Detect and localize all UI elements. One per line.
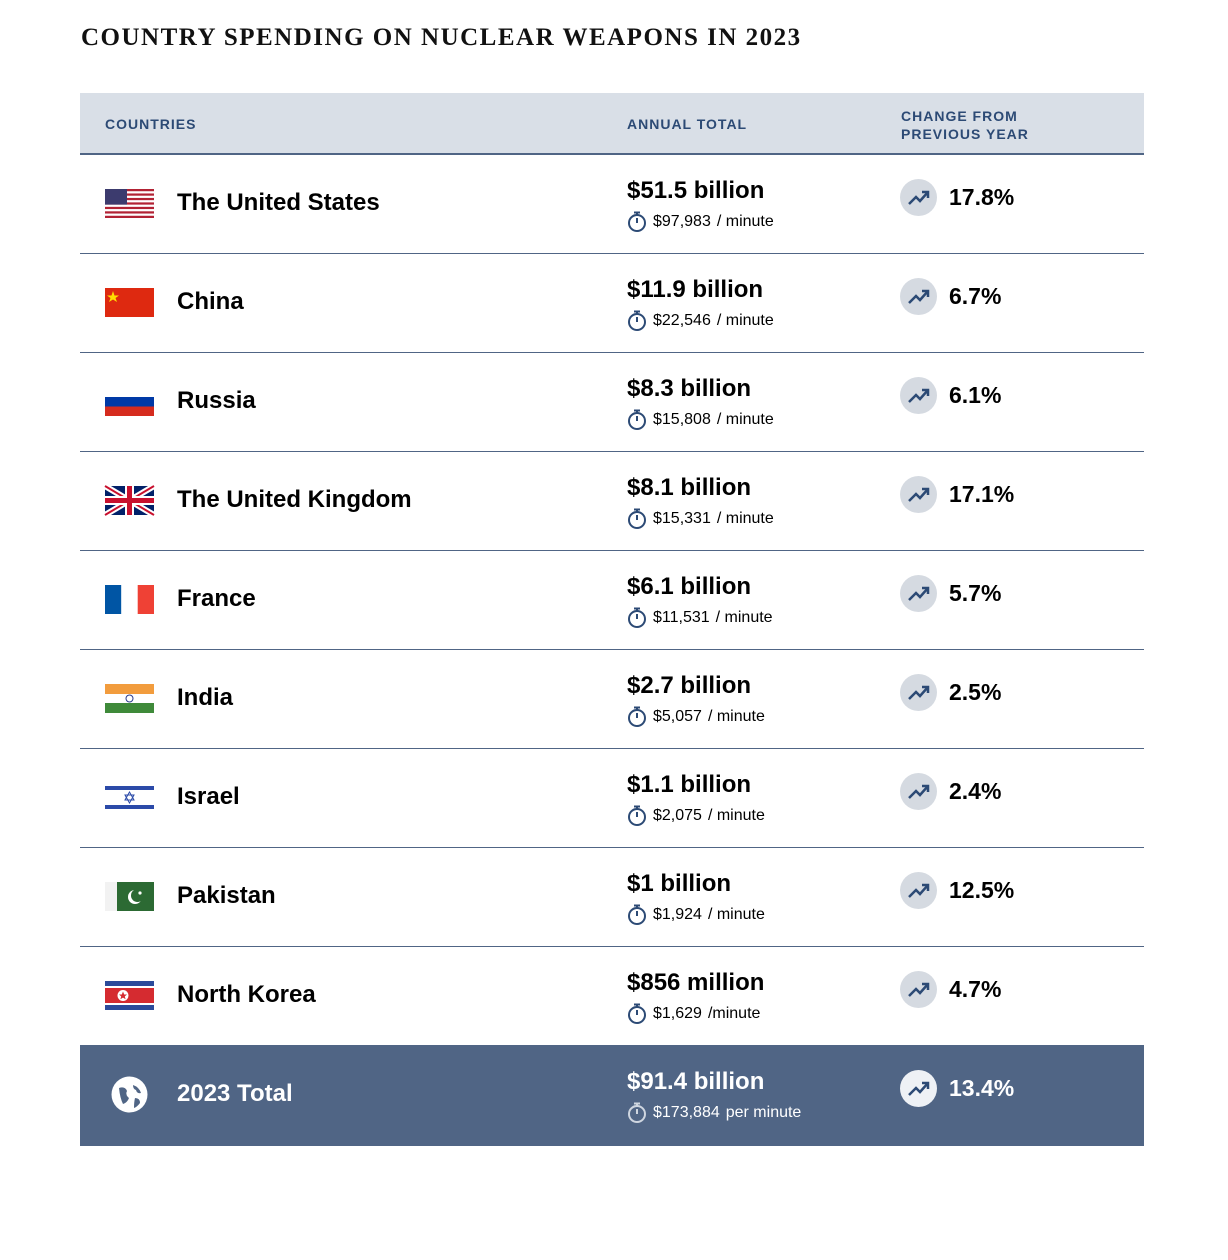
change: 4.7% [900,971,1001,1008]
table-header: COUNTRIES ANNUAL TOTAL CHANGE FROM PREVI… [80,93,1144,155]
change-value: 4.7% [949,976,1002,1002]
per-minute-amount: $5,057 [653,708,702,725]
per-minute-amount: $2,075 [653,807,702,824]
per-minute-amount: $173,884 [653,1104,720,1121]
change: 17.8% [900,179,1014,216]
total-row: 2023 Total $91.4 billion $173,884 per minut… [80,1046,1144,1146]
country-name: Israel [177,783,240,810]
per-minute: $97,983 / minute [627,211,774,233]
flag [105,189,154,218]
annual-total: $1.1 billion [627,771,752,798]
annual-total: $8.1 billion [627,474,752,501]
per-minute-amount: $1,924 [653,906,702,923]
annual-total: $1 billion [627,870,732,897]
annual-total: $51.5 billion [627,177,765,204]
table: COUNTRIES ANNUAL TOTAL CHANGE FROM PREVI… [80,93,1144,1146]
flag [105,783,154,812]
change: 2.5% [900,674,1001,711]
table-row: The United Kingdom $8.1 billion $15,331 / m… [80,452,1144,551]
flag [105,684,154,713]
annual-total: $2.7 billion [627,672,752,699]
per-minute-unit: / minute [716,312,774,329]
change-value: 5.7% [949,580,1002,606]
change-value: 17.8% [949,184,1015,210]
per-minute: $15,808 / minute [627,409,774,431]
change-value: 2.5% [949,679,1002,705]
per-minute-unit: / minute [715,609,773,626]
title: COUNTRY SPENDING ON NUCLEAR WEAPONS IN 2… [81,24,802,51]
table-row: India $2.7 billion $5,057 / minute 2.5% [80,650,1144,749]
change: 5.7% [900,575,1001,612]
per-minute: $15,331 / minute [627,508,774,530]
flag [105,882,154,911]
annual-total: $8.3 billion [627,375,752,402]
per-minute: $1,924 / minute [627,904,765,926]
country-name: China [177,288,244,315]
per-minute-unit: per minute [725,1104,802,1121]
flag [105,288,154,317]
table-row: Israel $1.1 billion $2,075 / minute 2.4% [80,749,1144,848]
change-value: 13.4% [949,1075,1015,1101]
flag [105,387,154,416]
change: 17.1% [900,476,1014,513]
flag [105,585,154,614]
per-minute: $22,546 / minute [627,310,774,332]
per-minute-amount: $15,331 [653,510,711,527]
annual-total: $11.9 billion [627,276,764,303]
country-name: The United States [177,189,380,216]
change-value: 2.4% [949,778,1002,804]
globe-icon [111,1076,148,1113]
per-minute-amount: $22,546 [653,312,711,329]
per-minute-unit: / minute [716,213,774,230]
flag [105,981,154,1010]
per-minute-amount: $97,983 [653,213,711,230]
change-value: 6.1% [949,382,1002,408]
per-minute-unit: /minute [707,1005,761,1022]
change-value: 6.7% [949,283,1002,309]
country-name: Pakistan [177,882,276,909]
header-cell: ANNUAL TOTAL [627,116,748,132]
change-value: 12.5% [949,877,1015,903]
per-minute-unit: / minute [716,510,774,527]
annual-total: $91.4 billion [627,1068,765,1095]
per-minute-amount: $15,808 [653,411,711,428]
annual-total: $856 million [627,969,765,996]
per-minute-unit: / minute [716,411,774,428]
annual-total: $6.1 billion [627,573,752,600]
country-name: India [177,684,234,711]
table-row: China $11.9 billion $22,546 / minute 6.7% [80,254,1144,353]
table-row: North Korea $856 million $1,629/minute 4.7% [80,947,1144,1046]
table-row: Pakistan $1 billion $1,924 / minute 12.5% [80,848,1144,947]
per-minute-amount: $1,629 [653,1005,702,1022]
header-cell: COUNTRIES [105,116,197,132]
per-minute-unit: / minute [707,906,765,923]
per-minute: $2,075 / minute [627,805,765,827]
country-name: North Korea [177,981,316,1008]
flag [103,483,156,518]
country-name: 2023 Total [177,1080,293,1107]
change-value: 17.1% [949,481,1015,507]
country-name: France [177,585,256,612]
header-cell: CHANGE FROM PREVIOUS YEAR [901,108,1029,142]
change: 12.5% [900,872,1014,909]
change: 13.4% [900,1070,1014,1107]
change: 6.7% [900,278,1001,315]
change: 2.4% [900,773,1001,810]
per-minute-amount: $11,531 [653,609,710,626]
country-name: Russia [177,387,256,414]
per-minute: $5,057 / minute [627,706,765,728]
per-minute-unit: / minute [707,708,765,725]
per-minute: $173,884 per minute [627,1102,801,1124]
per-minute: $1,629/minute [627,1003,760,1025]
table-row: Russia $8.3 billion $15,808 / minute 6.1% [80,353,1144,452]
per-minute: $11,531 / minute [627,607,773,629]
change: 6.1% [900,377,1001,414]
country-name: The United Kingdom [177,486,412,513]
table-row: The United States $51.5 billion $97,983 / m… [80,155,1144,254]
per-minute-unit: / minute [707,807,765,824]
table-row: France $6.1 billion $11,531 / minute 5.7% [80,551,1144,650]
